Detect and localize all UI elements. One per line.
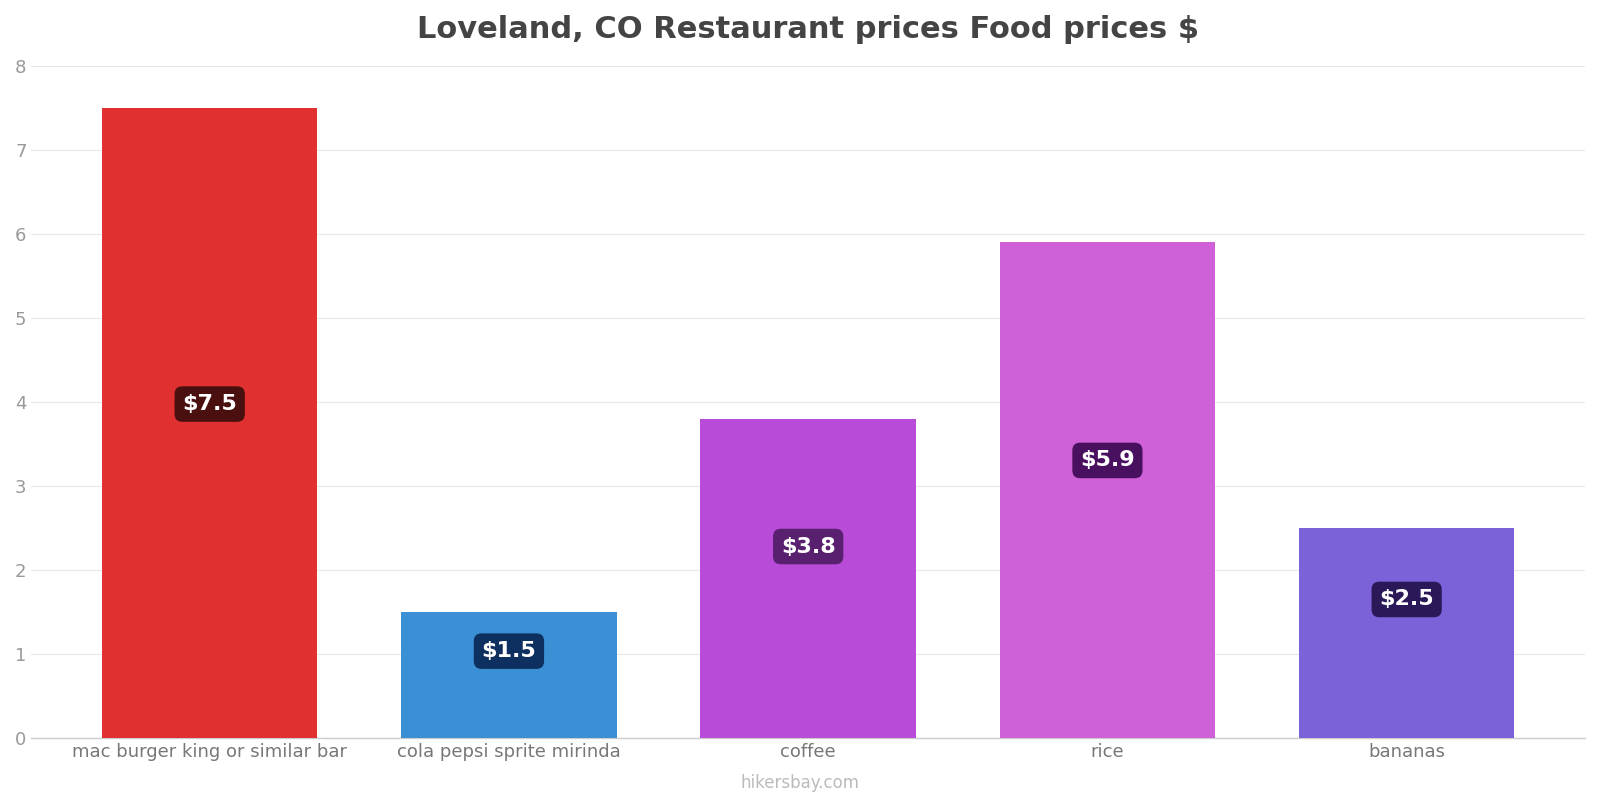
Title: Loveland, CO Restaurant prices Food prices $: Loveland, CO Restaurant prices Food pric… bbox=[418, 15, 1200, 44]
Text: $3.8: $3.8 bbox=[781, 537, 835, 557]
Text: $1.5: $1.5 bbox=[482, 641, 536, 661]
Bar bbox=[402, 612, 616, 738]
Bar bbox=[701, 418, 915, 738]
Bar bbox=[1000, 242, 1214, 738]
Text: hikersbay.com: hikersbay.com bbox=[741, 774, 859, 792]
Bar bbox=[102, 108, 317, 738]
Bar bbox=[1299, 528, 1514, 738]
Text: $7.5: $7.5 bbox=[182, 394, 237, 414]
Text: $2.5: $2.5 bbox=[1379, 590, 1434, 610]
Text: $5.9: $5.9 bbox=[1080, 450, 1134, 470]
